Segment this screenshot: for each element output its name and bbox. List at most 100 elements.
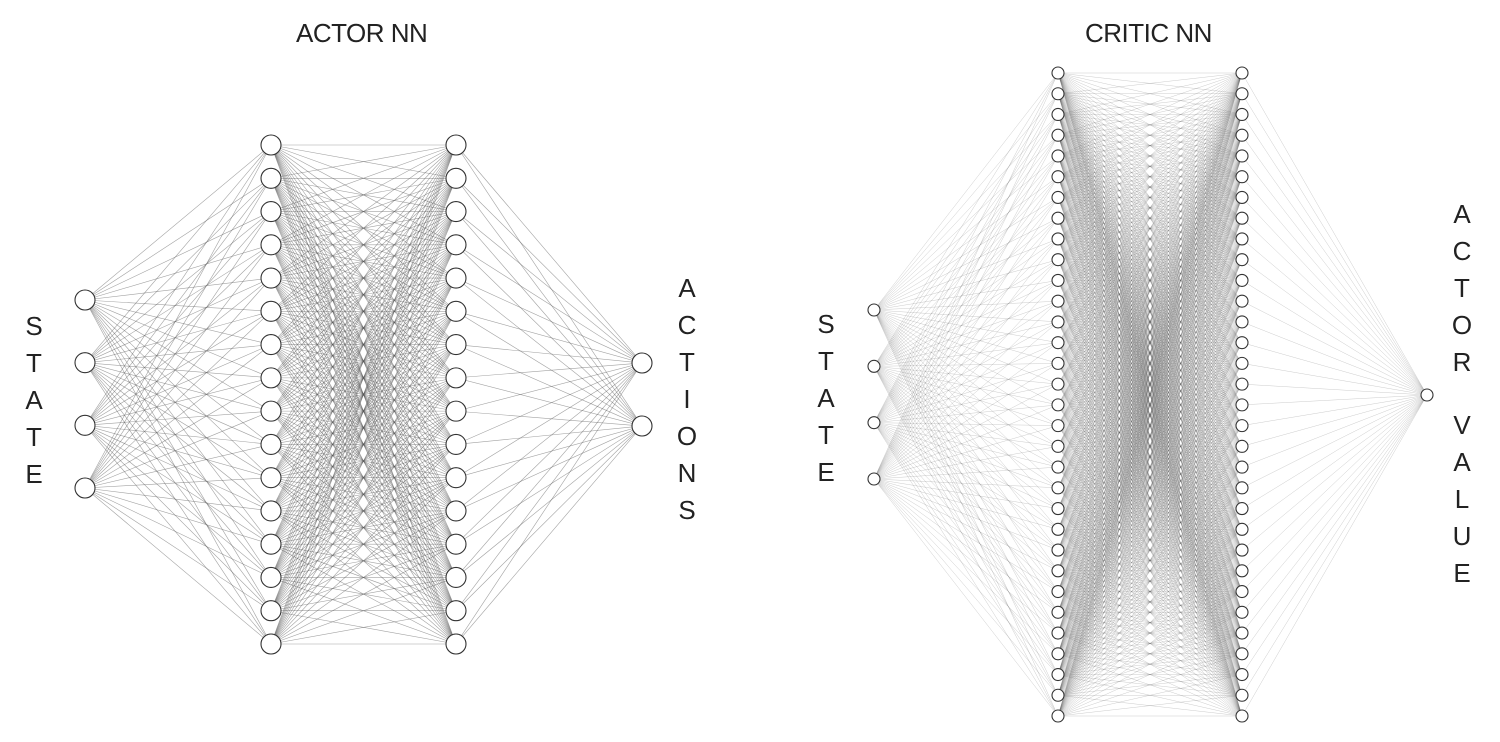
critic-edge bbox=[873, 300, 1059, 423]
actor-edge bbox=[455, 362, 643, 478]
actor-edge bbox=[84, 244, 272, 363]
critic-edge bbox=[873, 280, 1059, 480]
actor-edge bbox=[455, 362, 643, 611]
critic-input-label-letter: S bbox=[817, 309, 835, 339]
critic-edge bbox=[1057, 549, 1243, 592]
actor-edge bbox=[84, 299, 272, 379]
critic-edge bbox=[1057, 342, 1243, 530]
critic-edge bbox=[1057, 342, 1243, 489]
critic-edge bbox=[1057, 280, 1243, 406]
critic-edge bbox=[1057, 342, 1243, 530]
critic-node-layer-2 bbox=[1235, 356, 1249, 370]
critic-edge bbox=[873, 176, 1059, 480]
critic-edge bbox=[1057, 301, 1243, 551]
critic-edge bbox=[1057, 114, 1243, 219]
critic-edge bbox=[1057, 404, 1243, 654]
critic-edge bbox=[1057, 72, 1243, 675]
critic-edge bbox=[1057, 135, 1243, 592]
critic-edge bbox=[873, 321, 1059, 367]
critic-edge bbox=[1057, 114, 1243, 696]
critic-output-label-letter: R bbox=[1452, 347, 1472, 377]
critic-edge bbox=[1057, 383, 1243, 509]
critic-edge bbox=[1057, 301, 1243, 530]
critic-edge bbox=[1057, 197, 1243, 406]
critic-output-label-letter: T bbox=[1454, 273, 1470, 303]
critic-edge bbox=[873, 446, 1059, 480]
critic-edge bbox=[1057, 301, 1243, 696]
critic-edge bbox=[1241, 93, 1428, 396]
actor-edge bbox=[455, 344, 643, 427]
critic-edge bbox=[1057, 363, 1243, 675]
actor-node-layer-1 bbox=[260, 566, 282, 589]
actor-edge bbox=[270, 510, 457, 645]
critic-edge bbox=[873, 155, 1059, 367]
critic-edge bbox=[1057, 238, 1243, 385]
critic-edge bbox=[1241, 394, 1428, 592]
critic-node-layer-2 bbox=[1235, 419, 1249, 433]
critic-edge bbox=[1057, 280, 1243, 302]
critic-edge bbox=[1057, 321, 1243, 571]
critic-edge bbox=[1057, 342, 1243, 634]
critic-edge bbox=[1057, 93, 1243, 488]
critic-edge bbox=[1057, 93, 1243, 654]
critic-edge bbox=[1057, 404, 1243, 551]
critic-edge bbox=[1057, 508, 1243, 530]
critic-edge bbox=[1057, 155, 1243, 509]
critic-output-label-letter: A bbox=[1453, 447, 1471, 477]
critic-edge bbox=[873, 309, 1059, 343]
actor-edge bbox=[455, 425, 643, 645]
critic-input-label-letter: E bbox=[817, 457, 835, 487]
critic-edge bbox=[1057, 176, 1243, 717]
critic-edge bbox=[1057, 114, 1243, 426]
critic-edge bbox=[1057, 238, 1243, 592]
critic-edge bbox=[1057, 72, 1243, 219]
critic-edge bbox=[1057, 176, 1243, 654]
critic-edge bbox=[1057, 280, 1243, 654]
critic-edge bbox=[1057, 300, 1243, 406]
critic-node-layer-2 bbox=[1235, 564, 1249, 578]
critic-edge bbox=[1057, 93, 1243, 115]
actor-edge bbox=[84, 277, 272, 426]
critic-edge bbox=[873, 72, 1059, 311]
critic-edge bbox=[1057, 72, 1243, 136]
critic-edge bbox=[1057, 259, 1243, 696]
critic-edge bbox=[873, 309, 1059, 468]
critic-node-layer-2 bbox=[1235, 170, 1249, 184]
critic-edge bbox=[1057, 363, 1243, 613]
critic-edge bbox=[1057, 404, 1243, 530]
critic-edge bbox=[873, 366, 1059, 406]
critic-edge bbox=[1057, 591, 1243, 613]
critic-edge bbox=[1057, 404, 1243, 696]
critic-node-layer-1 bbox=[1051, 128, 1065, 142]
actor-edge bbox=[84, 178, 272, 301]
critic-edge bbox=[1057, 612, 1243, 655]
critic-edge bbox=[1057, 280, 1243, 717]
critic-edge bbox=[1057, 280, 1243, 385]
critic-edge bbox=[1057, 93, 1243, 157]
critic-edge bbox=[1057, 93, 1243, 509]
critic-edge bbox=[1057, 93, 1243, 240]
critic-edge bbox=[1057, 114, 1243, 385]
critic-node-layer-0 bbox=[867, 303, 881, 317]
critic-edge bbox=[1057, 404, 1243, 426]
critic-edge bbox=[1057, 259, 1243, 509]
critic-edge bbox=[1057, 176, 1243, 323]
critic-edge bbox=[1057, 487, 1243, 551]
critic-edge bbox=[873, 363, 1059, 423]
critic-edge bbox=[873, 478, 1059, 613]
critic-edge bbox=[1057, 135, 1243, 281]
critic-edge bbox=[1057, 217, 1243, 323]
critic-edge bbox=[1057, 404, 1243, 509]
critic-edge bbox=[1057, 466, 1243, 530]
actor-edge bbox=[84, 299, 272, 445]
critic-edge bbox=[1057, 301, 1243, 551]
critic-edge bbox=[1057, 155, 1243, 468]
critic-edge bbox=[1057, 155, 1243, 198]
actor-edge bbox=[455, 425, 643, 578]
critic-edge bbox=[1057, 218, 1243, 385]
critic-edge bbox=[1057, 259, 1243, 634]
critic-edge bbox=[1057, 72, 1243, 634]
critic-edge bbox=[1057, 259, 1243, 530]
actor-node-layer-1 bbox=[260, 467, 282, 489]
